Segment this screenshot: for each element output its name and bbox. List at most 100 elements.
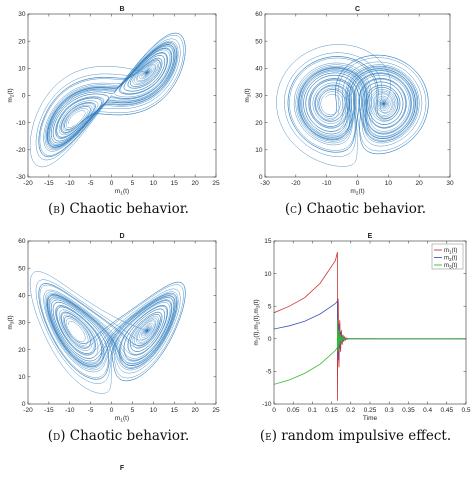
y-tick-label: 20 xyxy=(255,120,263,127)
panel-c: C -30 -20 -10 0 10 20 30 0 10 20 30 40 50 60 m2(t) m3(t) xyxy=(244,6,454,197)
x-tick-label: 0.35 xyxy=(402,407,415,414)
x-tick-label: 0.5 xyxy=(461,407,470,414)
caption-d-text: Chaotic behavior. xyxy=(69,428,190,444)
y-tick-label: -10 xyxy=(16,120,26,127)
caption-b-text: Chaotic behavior. xyxy=(69,201,189,217)
panel-b-xlabel: m1(t) xyxy=(115,188,129,197)
panel-c-title: C xyxy=(355,6,360,13)
y-tick-label: 0 xyxy=(268,336,272,343)
caption-d-label: (d) xyxy=(47,428,66,444)
y-tick-label: -20 xyxy=(16,147,26,154)
x-tick-label: 0.3 xyxy=(385,407,394,414)
legend-label-2: m2(t) xyxy=(444,256,457,264)
y-tick-label: -5 xyxy=(266,369,272,376)
x-tick-label: 25 xyxy=(212,180,220,187)
caption-e-text: random impulsive effect. xyxy=(281,428,452,444)
trajectory-line xyxy=(29,271,186,394)
x-tick-label: 5 xyxy=(131,407,135,414)
x-tick-label: -10 xyxy=(65,180,75,187)
x-tick-label: -20 xyxy=(23,180,33,187)
legend-label-1: m1(t) xyxy=(444,248,457,256)
plot-frame xyxy=(273,240,467,405)
caption-c-text: Chaotic behavior. xyxy=(306,201,427,217)
y-tick-label: 15 xyxy=(264,238,272,245)
series-line-3 xyxy=(274,319,466,385)
caption-e-label: (e) xyxy=(259,428,277,444)
x-tick-label: 0.1 xyxy=(308,407,317,414)
panel-c-xlabel: m2(t) xyxy=(350,188,364,197)
x-tick-label: 20 xyxy=(416,180,424,187)
x-tick-label: -20 xyxy=(291,180,301,187)
x-tick-label: -10 xyxy=(65,407,75,414)
x-tick-label: 15 xyxy=(171,407,179,414)
y-tick-label: 10 xyxy=(255,147,263,154)
y-tick-label: -10 xyxy=(262,401,272,408)
caption-b-label: (b) xyxy=(48,201,66,217)
panel-e-title: E xyxy=(368,233,373,240)
y-tick-label: 30 xyxy=(255,93,263,100)
panel-d-ylabel: m3(t) xyxy=(7,315,16,329)
plot-frame xyxy=(27,240,217,405)
series-line-1 xyxy=(274,252,466,401)
caption-e: (e) random impulsive effect. xyxy=(237,428,474,444)
x-tick-label: 0 xyxy=(110,407,114,414)
y-tick-label: 20 xyxy=(18,347,26,354)
y-tick-label: 50 xyxy=(18,265,26,272)
panel-e-xlabel: Time xyxy=(363,415,378,422)
y-tick-label: 5 xyxy=(268,303,272,310)
panel-c-ylabel: m3(t) xyxy=(244,88,253,102)
panel-b-title: B xyxy=(119,6,124,13)
panel-d: D -20 -15 -10 -5 0 5 10 15 20 25 0 10 20 30 40 50 60 m1(t)… xyxy=(7,233,220,424)
panel-e: E 0 0.05 0.1 0.15 0.2 0.25 0.3 0.35 0.4 0.45 0.5 -10… xyxy=(253,233,471,422)
y-tick-label: -30 xyxy=(16,174,26,181)
y-tick-label: 60 xyxy=(18,238,26,245)
x-tick-label: 0.05 xyxy=(287,407,300,414)
x-tick-label: 0.15 xyxy=(325,407,338,414)
caption-c: (c) Chaotic behavior. xyxy=(237,201,474,217)
x-tick-label: 30 xyxy=(446,180,454,187)
panel-e-ylabel: m1(t),m2(t),m3(t) xyxy=(253,299,262,345)
y-tick-label: 0 xyxy=(22,401,26,408)
x-tick-label: -15 xyxy=(44,180,54,187)
trajectory-line xyxy=(29,32,186,168)
plot-frame xyxy=(264,13,451,178)
caption-b: (b) Chaotic behavior. xyxy=(0,201,237,217)
panel-d-title: D xyxy=(119,233,124,240)
y-tick-label: 30 xyxy=(18,320,26,327)
trajectory-line xyxy=(276,44,429,167)
x-tick-label: 0.4 xyxy=(423,407,432,414)
x-tick-label: 10 xyxy=(150,180,158,187)
panel-f-title: F xyxy=(120,465,125,472)
x-tick-label: -15 xyxy=(44,407,54,414)
panel-b-ylabel: m2(t) xyxy=(7,88,16,102)
x-tick-label: -20 xyxy=(23,407,33,414)
y-tick-label: 30 xyxy=(18,11,26,18)
panel-d-xlabel: m1(t) xyxy=(115,415,129,424)
x-tick-label: 0 xyxy=(110,180,114,187)
y-tick-label: 60 xyxy=(255,11,263,18)
x-tick-label: -10 xyxy=(322,180,332,187)
caption-c-label: (c) xyxy=(284,201,303,217)
y-tick-label: 0 xyxy=(22,93,26,100)
y-tick-label: 40 xyxy=(18,293,26,300)
y-tick-label: 10 xyxy=(18,66,26,73)
caption-d: (d) Chaotic behavior. xyxy=(0,428,237,444)
x-tick-label: 0 xyxy=(272,407,276,414)
x-tick-label: -5 xyxy=(88,407,94,414)
legend-label-3: m3(t) xyxy=(444,263,457,271)
x-tick-label: 10 xyxy=(150,407,158,414)
x-tick-label: 20 xyxy=(191,180,199,187)
x-tick-label: 0.25 xyxy=(364,407,377,414)
y-tick-label: 40 xyxy=(255,66,263,73)
plot-frame xyxy=(27,13,217,178)
x-tick-label: 0.45 xyxy=(440,407,453,414)
y-tick-label: 10 xyxy=(18,374,26,381)
x-tick-label: 10 xyxy=(385,180,393,187)
y-tick-label: 10 xyxy=(264,271,272,278)
x-tick-label: 5 xyxy=(131,180,135,187)
x-tick-label: 25 xyxy=(212,407,220,414)
panel-b: B-20 -15 -10 -5 0 5 10 15 20 25-30-20-100102030m1… xyxy=(7,6,220,197)
y-tick-label: 50 xyxy=(255,38,263,45)
